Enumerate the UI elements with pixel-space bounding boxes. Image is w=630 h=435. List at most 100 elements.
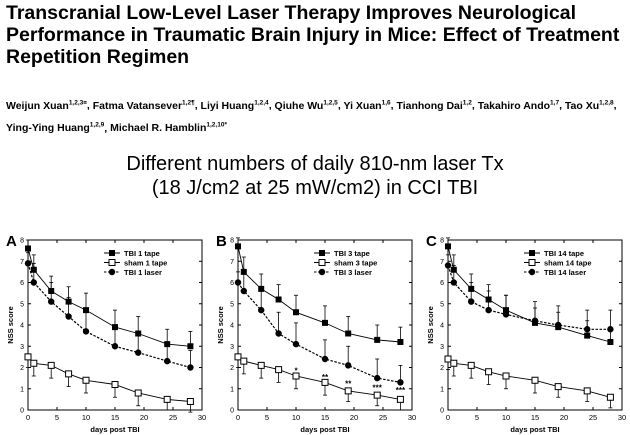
legend-label: TBI 1 tape (124, 249, 160, 258)
legend-label: sham 1 tape (124, 258, 167, 267)
author-affiliation-marker: 1,6 (381, 99, 391, 106)
legend-marker (108, 259, 116, 266)
data-point (444, 262, 452, 269)
legend-label: TBI 3 tape (334, 249, 370, 258)
chart-panel-b: 0 1 2 3 4 5 6 7 8 0 5 10 15 20 25 30 days post TBI NSS sc… (210, 226, 420, 435)
author-affiliation-marker: 1,7 (550, 99, 560, 106)
chart-panel-c: 0 1 2 3 4 5 6 7 8 0 5 10 15 20 25 30 days post TBI NSS sc… (420, 226, 630, 435)
x-tick-label: 20 (560, 413, 568, 422)
author-name: Weijun Xuan (6, 99, 69, 112)
data-point (234, 279, 242, 286)
y-tick-label: 2 (440, 365, 444, 372)
author-affiliation-marker: 1,2¶ (182, 99, 195, 106)
data-point (396, 395, 404, 403)
data-point (450, 359, 458, 367)
x-tick-label: 25 (379, 413, 387, 422)
series-2 (234, 353, 404, 411)
significance-marker: ** (322, 373, 329, 382)
data-point (345, 330, 352, 337)
data-point (344, 387, 352, 395)
data-point (164, 357, 171, 365)
x-tick-label: 10 (292, 413, 300, 422)
legend-marker (108, 268, 116, 276)
data-point (485, 306, 492, 314)
data-point (82, 328, 90, 335)
author: Takahiro Ando1,7 (478, 99, 560, 112)
x-tick-label: 15 (321, 413, 329, 422)
panel-label: B (216, 233, 227, 250)
data-point (83, 307, 89, 314)
x-tick-label: 10 (82, 413, 90, 422)
chart-svg: 0 1 2 3 4 5 6 7 8 0 5 10 15 20 25 30 days post TBI NSS sc… (6, 233, 206, 434)
y-tick-label: 8 (230, 238, 234, 245)
series-2 (24, 353, 194, 413)
data-point (374, 374, 381, 382)
data-point (531, 317, 539, 324)
y-axis-label: NSS score (6, 306, 15, 344)
data-point (25, 245, 31, 252)
chart-panel-a: 0 1 2 3 4 5 6 7 8 0 5 10 15 20 25 30 days post TBI NSS sc… (0, 226, 210, 435)
data-point (373, 391, 381, 399)
legend-marker (318, 268, 326, 276)
data-point (82, 376, 90, 384)
y-tick-label: 4 (440, 323, 444, 330)
y-tick-label: 6 (20, 280, 24, 287)
author-affiliation-marker: 1,2,10* (206, 121, 227, 129)
legend-label: sham 14 tape (544, 258, 592, 267)
y-tick-label: 4 (20, 323, 24, 330)
data-point (111, 381, 119, 388)
panel-label: A (6, 233, 17, 250)
data-point (240, 357, 248, 365)
author: Ying-Ying Huang1,2,9 (6, 122, 104, 135)
data-point (258, 306, 265, 314)
author-list: Weijun Xuan1,2,3¤, Fatma Vatansever1,2¶,… (6, 99, 617, 135)
x-tick-label: 30 (408, 413, 416, 422)
x-tick-label: 0 (26, 413, 30, 422)
series-3 (234, 271, 404, 386)
y-tick-label: 3 (230, 344, 234, 351)
slide-subtitle: Different numbers of daily 810-nm laser … (0, 152, 630, 200)
data-point (292, 340, 300, 348)
legend-marker (528, 268, 536, 276)
author: Liyi Huang1,2,4 (200, 99, 269, 112)
legend-label: TBI 14 laser (544, 268, 586, 277)
author-affiliation-marker: 1,2,8 (599, 99, 614, 106)
author-name: Liyi Huang (200, 99, 255, 112)
author: Qiuhe Wu1,2,5 (275, 99, 338, 112)
series-3 (444, 254, 614, 333)
data-point (345, 362, 352, 369)
data-point (275, 330, 282, 337)
series-line (27, 263, 191, 369)
data-point (24, 353, 32, 361)
data-point (235, 243, 241, 250)
author-name: Tianhong Dai (396, 99, 463, 112)
x-tick-label: 10 (502, 413, 510, 422)
data-point (445, 243, 451, 250)
x-tick-label: 15 (111, 413, 119, 422)
data-point (485, 368, 493, 376)
data-point (584, 326, 591, 333)
author-name: Fatma Vatansever (92, 99, 183, 112)
data-point (583, 387, 591, 395)
data-point (293, 309, 299, 316)
legend-marker (319, 250, 325, 256)
y-tick-label: 3 (20, 344, 24, 351)
subtitle-line-1: Different numbers of daily 810-nm laser … (126, 153, 504, 175)
significance-marker: * (294, 367, 298, 376)
y-tick-label: 1 (230, 386, 234, 393)
data-point (468, 298, 475, 305)
y-tick-label: 6 (230, 280, 234, 287)
data-point (240, 287, 247, 295)
data-point (258, 285, 265, 292)
data-point (275, 296, 282, 303)
panel-label: C (426, 233, 437, 250)
legend-label: TBI 1 laser (124, 268, 162, 277)
subtitle-line-2: (18 J/cm2 at 25 mW/cm2) in CCI TBI (151, 177, 479, 199)
data-point (321, 378, 329, 386)
data-point (554, 383, 562, 391)
y-tick-label: 7 (20, 259, 24, 266)
y-tick-label: 0 (230, 408, 234, 415)
series-1 (25, 239, 194, 350)
